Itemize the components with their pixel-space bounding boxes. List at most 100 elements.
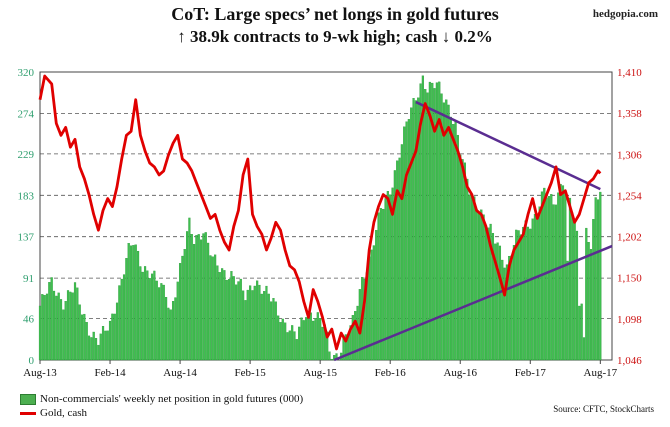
bar [407,119,410,361]
bar [160,283,163,361]
bar [122,274,126,361]
trendline-lower [333,244,613,362]
bar [421,75,424,361]
bar [545,197,548,361]
bar [129,245,133,361]
chart-title: CoT: Large specs’ net longs in gold futu… [171,4,499,24]
bar [214,254,217,361]
bar [270,301,273,361]
bar [515,229,518,361]
bar [384,198,387,361]
bar [454,120,457,361]
left-axis-tick-label: 137 [18,232,35,244]
bar [349,325,352,361]
bar [386,191,389,361]
bar [258,284,261,361]
bar [440,93,443,361]
bar [424,89,427,361]
bar [242,290,245,361]
bar [235,284,238,361]
bar [557,192,560,361]
right-axis-tick-label: 1,098 [617,314,642,326]
bar [319,318,322,361]
bar [389,194,392,361]
bar [136,250,140,361]
bar [433,88,436,361]
bar [477,213,481,361]
bar [503,267,506,361]
bar [101,326,105,361]
bar [202,233,205,361]
bar [78,304,81,361]
bar [419,83,422,361]
bar [253,285,256,361]
bar [277,315,280,361]
bar [139,266,142,361]
bar [62,309,65,361]
bar [463,162,466,361]
bar [445,99,448,361]
gold-line [38,74,602,351]
bar [41,294,44,361]
x-tick-label: Feb-14 [94,367,126,379]
bar [475,208,478,361]
bar [508,255,511,361]
bar [321,326,324,361]
bar [447,104,450,361]
bar [538,206,541,361]
right-axis-tick-label: 1,150 [617,273,642,285]
bar [461,159,464,361]
bar [183,249,186,361]
bar [370,249,373,361]
bar [344,334,347,361]
chart-subtitle: ↑ 38.9k contracts to 9-wk high; cash ↓ 0… [177,27,493,46]
bar [263,291,266,361]
bar [113,313,116,361]
bar [398,157,401,361]
bar [403,126,406,361]
bar [83,313,86,361]
bar [578,305,581,361]
right-axis-tick-label: 1,046 [617,355,642,367]
bar [561,185,565,361]
bar [141,271,144,361]
x-tick-label: Aug-16 [443,367,477,379]
bar [225,279,228,361]
bar [517,230,520,361]
x-tick-label: Aug-14 [163,367,197,379]
bar [193,244,196,361]
bar [428,81,431,361]
left-axis-tick-label: 0 [29,355,35,367]
bar [288,330,291,361]
bar [284,322,287,361]
bar [473,196,476,361]
bar [379,208,382,361]
bar [594,197,597,361]
bar [391,187,394,361]
bar [272,298,275,361]
plot-frame [39,71,613,361]
bar [230,271,233,361]
bar [328,351,331,361]
bar [351,315,354,361]
bar [330,358,333,361]
bar [209,255,212,361]
bar [260,293,263,361]
bar [244,300,247,361]
bar [414,100,417,361]
bar [246,289,249,361]
trendline-upper [415,100,601,191]
bar [92,331,95,361]
right-axis-tick-label: 1,306 [617,149,642,161]
bar [57,292,60,361]
bar [566,260,569,361]
bar [470,193,474,361]
bar [393,170,396,361]
bar [157,287,161,361]
left-axis-tick-label: 320 [18,67,35,79]
bar [302,320,305,361]
legend-swatch-bars [20,393,36,405]
bar [132,245,135,361]
